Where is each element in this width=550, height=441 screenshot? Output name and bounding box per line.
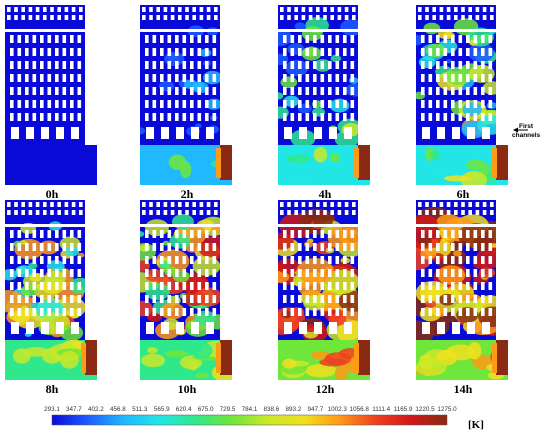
panel-label: 8h <box>46 382 59 396</box>
colorbar-tick-label: 565.9 <box>154 406 170 413</box>
colorbar-unit: [K] <box>468 419 484 431</box>
colorbar-tick-label: 456.8 <box>110 406 126 413</box>
colorbar-tick-label: 1002.3 <box>328 406 348 413</box>
colorbar-tick-label: 620.4 <box>176 406 192 413</box>
channel-grid <box>140 202 220 334</box>
panel-label: 10h <box>178 382 197 396</box>
colorbar-tick-label: 784.1 <box>242 406 258 413</box>
panel-0h: 0h <box>5 5 97 201</box>
colorbar-tick-label: 1275.0 <box>437 406 457 413</box>
kiln-body <box>140 5 232 185</box>
colorbar-tick-label: 511.3 <box>132 406 148 413</box>
panel-12h: 12h <box>278 200 370 396</box>
panel-14h: 14h <box>416 200 508 396</box>
annotation-first-channels: First channels <box>512 123 541 139</box>
channel-grid <box>416 202 496 334</box>
colorbar: 293.1 347.7 402.2 456.8 511.3 565.9 620.4 675.0… <box>44 406 484 431</box>
panel-label: 0h <box>46 187 59 201</box>
panel-label: 6h <box>457 187 470 201</box>
channel-grid <box>5 7 85 139</box>
channel-grid <box>278 202 358 334</box>
panels: 0h 2h 4h 6h 8h 10h 12h 14h <box>5 5 508 396</box>
colorbar-tick-label: 838.6 <box>264 406 280 413</box>
colorbar-tick-label: 729.5 <box>220 406 236 413</box>
colorbar-tick-label: 1165.9 <box>394 406 413 413</box>
annotation-arrowhead-icon <box>513 127 518 133</box>
kiln-body <box>416 5 508 185</box>
channel-grid <box>140 7 220 139</box>
channel-grid <box>278 7 358 139</box>
colorbar-tick-label: 1111.4 <box>372 406 390 413</box>
annotation-line-1: First <box>519 123 534 130</box>
colorbar-bar <box>51 414 448 426</box>
channel-grid <box>416 7 496 139</box>
colorbar-tick-label: 293.1 <box>44 406 60 413</box>
colorbar-tick-label: 1220.5 <box>415 406 435 413</box>
panel-4h: 4h <box>278 5 370 201</box>
colorbar-tick-label: 947.7 <box>307 406 323 413</box>
panel-label: 12h <box>316 382 335 396</box>
panel-10h: 10h <box>140 200 232 396</box>
channel-grid <box>5 202 85 334</box>
panel-6h: 6h <box>416 5 508 201</box>
colorbar-tick-label: 893.2 <box>286 406 302 413</box>
panel-label: 2h <box>181 187 194 201</box>
colorbar-tick-label: 1056.8 <box>350 406 370 413</box>
panel-2h: 2h <box>140 5 232 201</box>
kiln-body <box>140 200 232 380</box>
kiln-body <box>278 200 370 380</box>
colorbar-tick-label: 347.7 <box>66 406 82 413</box>
panel-label: 14h <box>454 382 473 396</box>
colorbar-tick-label: 402.2 <box>88 406 104 413</box>
colorbar-ticks: 293.1 347.7 402.2 456.8 511.3 565.9 620.4 675.0… <box>44 406 457 413</box>
colorbar-tick-label: 675.0 <box>198 406 214 413</box>
panel-label: 4h <box>319 187 332 201</box>
panel-8h: 8h <box>5 200 97 396</box>
annotation-line-2: channels <box>512 132 541 139</box>
